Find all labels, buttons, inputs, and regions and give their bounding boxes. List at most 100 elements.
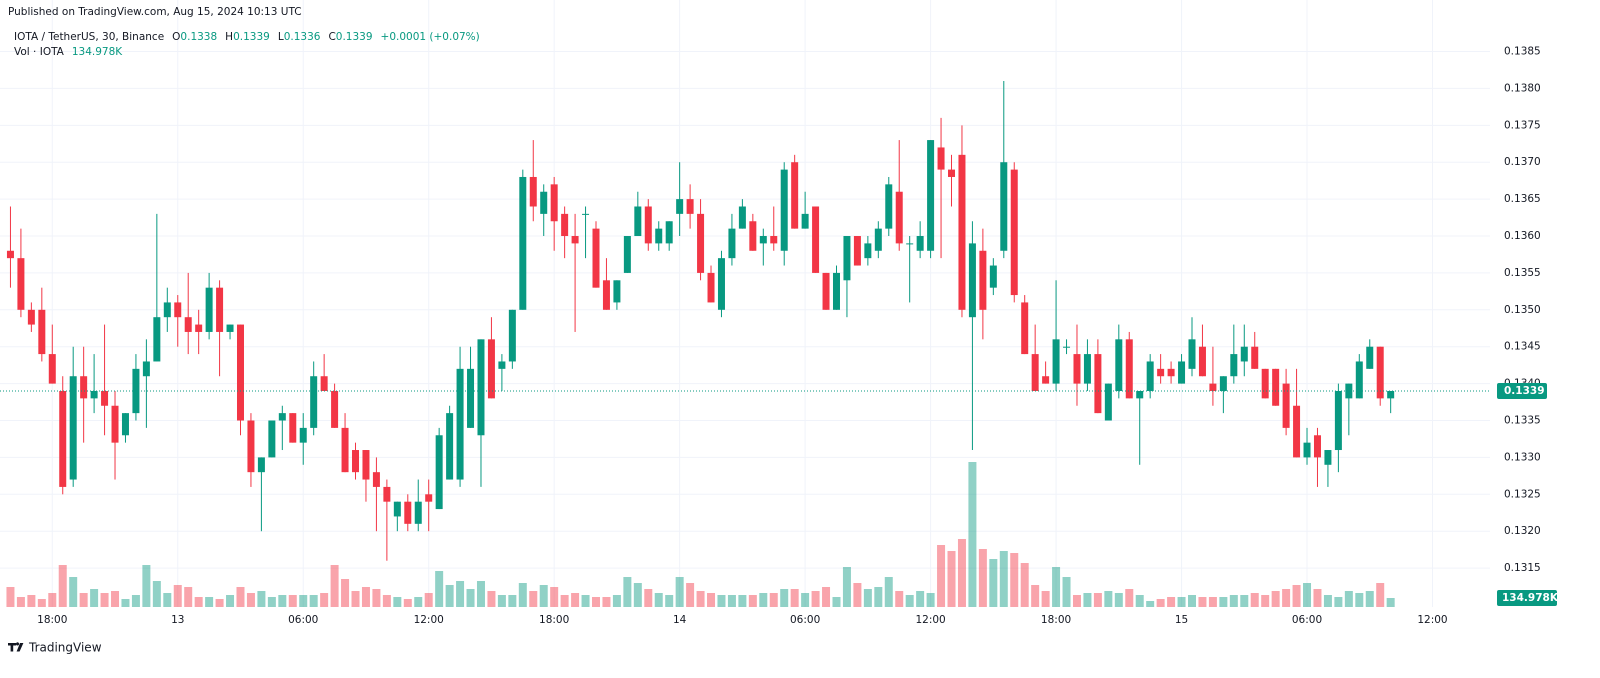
volume-bar	[1062, 577, 1071, 607]
candle-body	[916, 236, 924, 251]
candle-body	[906, 243, 914, 245]
candle-body	[613, 280, 621, 303]
candle-body	[1355, 361, 1363, 399]
volume-bar	[686, 583, 695, 607]
volume-bar	[717, 595, 726, 607]
volume-bar	[341, 579, 350, 607]
volume-bar	[905, 595, 914, 607]
candle-body	[676, 199, 684, 214]
legend-value: 0.1339	[336, 31, 373, 43]
volume-bar	[121, 599, 130, 607]
candle-body	[195, 324, 203, 332]
legend-symbol: IOTA / TetherUS, 30, Binance	[14, 31, 164, 43]
candle-body	[352, 450, 360, 473]
volume-bar	[466, 589, 475, 607]
volume-bar	[968, 462, 977, 607]
legend-key: H	[225, 31, 233, 43]
last-price-label: 0.1339	[1504, 385, 1545, 397]
legend-line: IOTA / TetherUS, 30, Binance O0.1338 H0.13…	[14, 31, 480, 43]
volume-bar	[424, 593, 433, 607]
candle-body	[634, 206, 642, 237]
candle-body	[101, 390, 109, 406]
candle-body	[665, 221, 673, 244]
volume-bar	[403, 599, 412, 607]
volume-bar	[194, 597, 203, 607]
volume-bar	[278, 595, 287, 607]
candle-body	[289, 413, 297, 443]
legend-value: 0.1338	[180, 31, 217, 43]
candle-body	[1000, 162, 1008, 251]
candle-body	[163, 302, 171, 318]
volume-bar	[1365, 591, 1374, 607]
candle-body	[979, 250, 987, 310]
volume-bar	[1177, 597, 1186, 607]
candle-body	[320, 376, 328, 391]
volume-bar	[1219, 597, 1228, 607]
candle-body	[1272, 368, 1280, 406]
volume-bar	[299, 595, 308, 607]
candle-body	[1261, 368, 1269, 399]
candle-body	[958, 154, 966, 310]
candle-body	[205, 287, 213, 332]
candle-body	[1188, 339, 1196, 369]
volume-bar	[382, 595, 391, 607]
candle-body	[644, 206, 652, 244]
candle-body	[48, 354, 56, 384]
candle-body	[1063, 346, 1071, 348]
candle-body	[1303, 442, 1311, 458]
volume-bar	[226, 595, 235, 607]
candle-body	[707, 272, 715, 303]
legend-key: O	[172, 31, 180, 43]
candle-body	[989, 265, 997, 288]
candle-body	[1251, 346, 1259, 369]
candle-body	[686, 199, 694, 214]
candle-body	[1240, 346, 1248, 362]
candle-body	[310, 376, 318, 428]
volume-bar	[978, 549, 987, 607]
candle-body	[404, 501, 412, 524]
x-tick-label: 06:00	[1292, 614, 1322, 626]
volume-bar	[1146, 601, 1155, 607]
volume-bar	[1198, 597, 1207, 607]
volume-bar	[675, 577, 684, 607]
candle-body	[561, 213, 569, 237]
grid	[0, 0, 1490, 607]
volume-legend: Vol · IOTA 134.978K	[14, 46, 123, 58]
volume-bar	[571, 593, 580, 607]
volume-bar	[1041, 591, 1050, 607]
volume-bar	[1135, 595, 1144, 607]
candle-body	[1293, 405, 1301, 458]
volume-bar	[1052, 567, 1061, 607]
candle-body	[90, 390, 98, 399]
volume-bar	[560, 595, 569, 607]
volume-bar	[445, 585, 454, 607]
candle-body	[278, 413, 286, 421]
volume-bar	[1323, 595, 1332, 607]
x-tick-label: 06:00	[288, 614, 318, 626]
x-tick-label: 12:00	[915, 614, 945, 626]
candle-body	[1219, 376, 1227, 391]
volume-bar	[1355, 593, 1364, 607]
price-pane	[0, 81, 1490, 561]
volume-bar	[361, 587, 370, 607]
candle-body	[257, 457, 265, 473]
candle-body	[1345, 383, 1353, 399]
volume-bar	[1282, 589, 1291, 607]
candle-body	[1021, 302, 1029, 355]
candle-body	[142, 361, 150, 377]
volume-bar	[884, 577, 893, 607]
candle-body	[362, 450, 370, 480]
candle-body	[885, 184, 893, 229]
volume-bar	[236, 587, 245, 607]
candle-body	[153, 317, 161, 362]
y-tick-label: 0.1345	[1504, 341, 1541, 353]
legend-value: 0.1339	[233, 31, 270, 43]
candle-body	[1083, 354, 1091, 384]
candle-body	[770, 236, 778, 244]
candle-body	[937, 147, 945, 170]
candle-body	[80, 376, 88, 399]
volume-bar	[989, 559, 998, 607]
candle-body	[749, 221, 757, 251]
volume-bar	[79, 593, 88, 607]
